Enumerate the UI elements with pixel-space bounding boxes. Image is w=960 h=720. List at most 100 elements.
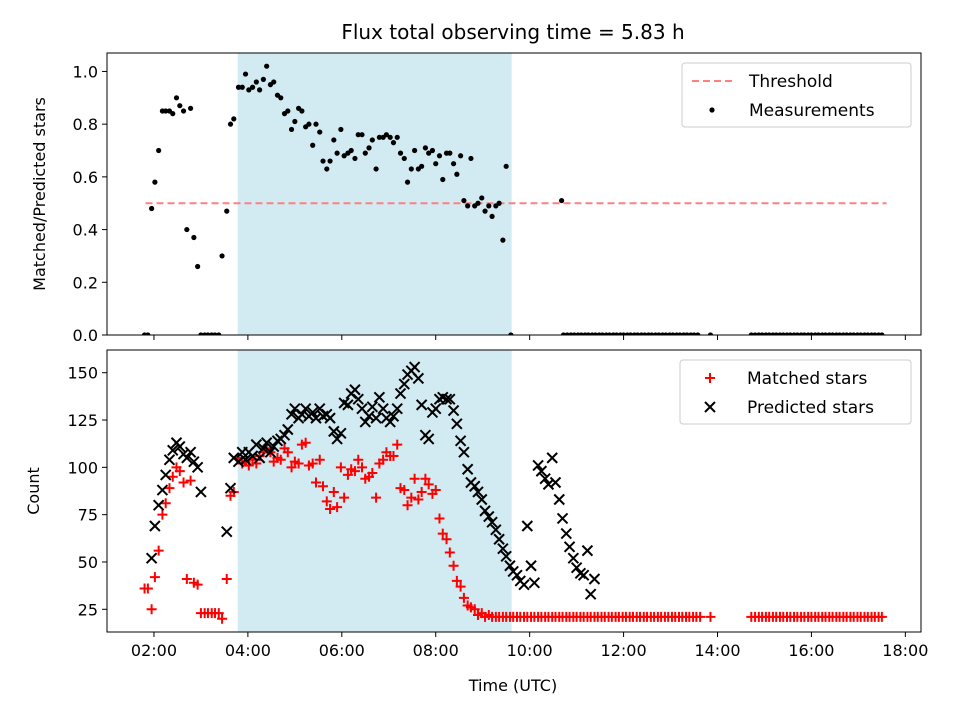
matched-stars-point (437, 528, 448, 539)
predicted-stars-point (232, 455, 245, 468)
predicted-stars-point (391, 402, 403, 415)
matched-stars-point (458, 592, 469, 603)
measurements-point (707, 332, 714, 335)
x-tick-label: 18:00 (882, 641, 928, 660)
matched-stars-point (342, 469, 353, 480)
matched-stars-point (164, 483, 175, 494)
matched-stars-point (430, 485, 441, 496)
predicted-stars-point (553, 493, 565, 506)
measurements-point (264, 63, 270, 69)
predicted-stars-point (253, 452, 266, 464)
matched-stars-point (310, 477, 321, 488)
measurements-point (334, 150, 340, 156)
predicted-stars-point (221, 525, 233, 538)
predicted-stars-point (567, 552, 580, 564)
measurements-point (479, 195, 485, 201)
matched-stars-point (217, 613, 228, 624)
observing-window-shading (237, 350, 512, 632)
predicted-stars-point (324, 412, 336, 424)
measurements-point (419, 163, 425, 169)
measurements-point (253, 79, 259, 85)
measurements-point (299, 108, 305, 114)
measurements-point (362, 150, 368, 156)
measurements-point (249, 84, 256, 90)
predicted-stars-point (184, 446, 197, 458)
measurements-point (320, 158, 326, 164)
predicted-stars-point (331, 433, 343, 445)
y-tick-label: 1.0 (73, 62, 98, 81)
measurements-point (327, 158, 333, 164)
measurements-point (239, 84, 245, 90)
matched-stars-point (371, 492, 382, 503)
legend-swatch-measurements (709, 107, 715, 113)
matched-stars-point (185, 475, 196, 486)
predicted-stars-point (542, 478, 555, 491)
measurements-point (227, 121, 234, 127)
measurements-point (465, 203, 471, 209)
measurements-point (447, 150, 453, 156)
predicted-stars-point (560, 527, 572, 540)
measurements-point (369, 137, 375, 143)
legend-box (681, 62, 912, 128)
measurements-point (170, 111, 176, 117)
predicted-stars-point (408, 361, 421, 373)
matched-stars-point (367, 468, 378, 479)
matched-stars-point (293, 458, 304, 469)
measurements-point (235, 84, 242, 90)
predicted-stars-point (486, 516, 498, 528)
measurements-point (260, 76, 266, 82)
predicted-stars-point (359, 416, 371, 428)
predicted-stars-point (250, 438, 263, 451)
measurements-point (879, 332, 885, 335)
measurements-point (558, 197, 565, 204)
predicted-stars-point (260, 437, 273, 449)
predicted-stars-point (415, 399, 428, 411)
axes-frame (106, 349, 922, 633)
measurements-point (292, 118, 298, 125)
predicted-stars-point (152, 499, 165, 511)
x-tick-label: 08:00 (413, 641, 459, 660)
measurements-point (373, 166, 379, 172)
matched-stars-point (167, 471, 178, 482)
matched-stars-point (434, 513, 445, 524)
measurements-point (285, 108, 291, 114)
measurements-point (246, 87, 252, 93)
legend-label-predicted-stars: Predicted stars (747, 398, 874, 418)
x-tick-label: 10:00 (507, 641, 553, 660)
measurements-point (489, 213, 495, 220)
measurements-point (422, 145, 428, 151)
measurements-point (408, 166, 414, 172)
measurements-point (401, 155, 407, 162)
predicted-stars-point (581, 544, 594, 557)
measurements-point (341, 153, 347, 159)
data-points (139, 361, 887, 624)
predicted-stars-point (335, 427, 347, 439)
predicted-stars-point (366, 401, 379, 413)
predicted-stars-point (493, 533, 505, 545)
predicted-stars-point (454, 435, 467, 447)
predicted-stars-point (264, 446, 277, 458)
predicted-stars-point (257, 442, 270, 455)
y-tick-label: 75 (78, 506, 98, 525)
predicted-stars-point (518, 578, 530, 591)
predicted-stars-point (461, 463, 474, 475)
predicted-stars-point (440, 393, 453, 405)
measurements-point (149, 205, 155, 212)
legend-label-measurements: Measurements (749, 101, 875, 121)
measurements-point (359, 132, 365, 138)
measurements-point (508, 332, 514, 335)
predicted-stars-point (181, 452, 193, 464)
x-tick-label: 16:00 (788, 641, 834, 660)
y-tick-label: 25 (78, 600, 98, 619)
measurements-point (475, 200, 481, 206)
measurements-point (310, 142, 316, 148)
predicted-stars-point (472, 486, 484, 498)
matched-stars-point (448, 560, 459, 571)
matched-stars-point (300, 437, 311, 448)
matched-stars-point (378, 454, 389, 465)
predicted-stars-point (549, 476, 562, 489)
predicted-stars-point (469, 480, 481, 492)
predicted-stars-point (342, 399, 354, 411)
matched-stars-point (286, 462, 297, 473)
predicted-stars-point (363, 410, 375, 422)
